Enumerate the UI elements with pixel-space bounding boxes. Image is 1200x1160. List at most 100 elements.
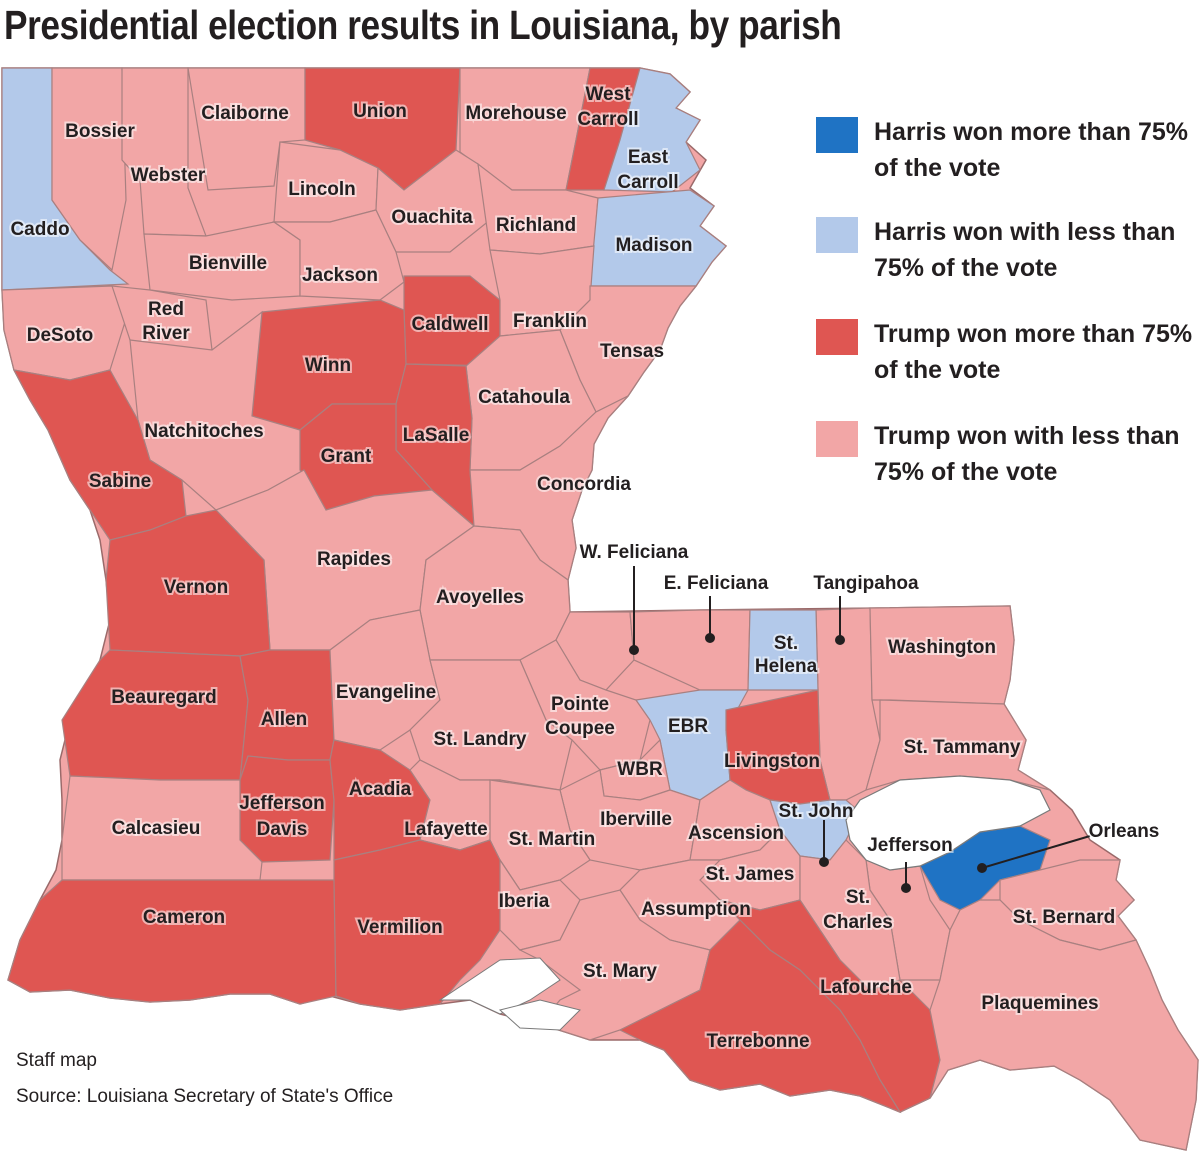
parish-plaquemines — [929, 899, 1199, 1151]
parish-label-vernon: Vernon — [164, 577, 228, 598]
parish-label-st-john: St. John — [779, 801, 854, 822]
parish-label-red-river: Red — [148, 299, 184, 320]
parish-label-concordia: Concordia — [537, 474, 631, 495]
parish-calcasieu — [61, 775, 263, 881]
legend-swatch — [816, 117, 858, 153]
parish-label-cameron: Cameron — [143, 907, 225, 928]
parish-label-east-carroll: East — [628, 147, 669, 168]
parish-label-richland: Richland — [496, 215, 576, 236]
parish-label-lincoln: Lincoln — [288, 179, 356, 200]
parish-label-st-bernard: St. Bernard — [1013, 907, 1115, 928]
parish-label-natchitoches: Natchitoches — [144, 421, 263, 442]
parish-label-st-mary: St. Mary — [583, 961, 657, 982]
parish-label-lafourche: Lafourche — [820, 977, 912, 998]
parish-label-st-landry: St. Landry — [434, 729, 527, 750]
legend-swatch — [816, 217, 858, 253]
parish-label-orleans: Orleans — [1089, 821, 1160, 842]
parish-label-jefferson-davis: Davis — [257, 819, 308, 840]
parish-label-beauregard: Beauregard — [111, 687, 217, 708]
parish-label-east-carroll: Carroll — [617, 172, 678, 193]
parish-label-st-martin: St. Martin — [509, 829, 596, 850]
coastal-water — [498, 999, 581, 1031]
parish-label-claiborne: Claiborne — [201, 103, 289, 124]
parish-label-franklin: Franklin — [513, 311, 587, 332]
parish-label-caddo: Caddo — [10, 219, 69, 240]
parish-label-ascension: Ascension — [688, 823, 784, 844]
parish-label-acadia: Acadia — [349, 779, 412, 800]
parish-label-rapides: Rapides — [317, 549, 391, 570]
parish-label-livingston: Livingston — [724, 751, 820, 772]
parish-label-union: Union — [353, 101, 407, 122]
parish-label-west-carroll: West — [585, 84, 631, 105]
parish-label-sabine: Sabine — [89, 471, 151, 492]
parish-label-lafayette: Lafayette — [404, 819, 487, 840]
parish-east-carroll — [603, 67, 701, 193]
parish-terrebonne — [618, 919, 902, 1114]
parish-label-vermilion: Vermilion — [357, 917, 443, 938]
parish-label-st-helena: Helena — [755, 656, 818, 677]
parish-label-plaquemines: Plaquemines — [981, 993, 1098, 1014]
legend-item-harris-over-75: Harris won more than 75% of the vote — [816, 114, 1196, 194]
leader-lines — [629, 566, 1091, 893]
parish-label-st-charles: St. — [846, 887, 870, 908]
lake-pontchartrain — [845, 775, 1051, 871]
parish-label-tangipahoa: Tangipahoa — [813, 573, 919, 594]
parish-label-st-helena: St. — [774, 633, 798, 654]
legend-label: Harris won with less than 75% of the vot… — [874, 218, 1176, 282]
parish-label-st-tammany: St. Tammany — [904, 737, 1021, 758]
parish-label-terrebonne: Terrebonne — [706, 1031, 809, 1052]
parish-label-evangeline: Evangeline — [336, 682, 436, 703]
parish-label-avoyelles: Avoyelles — [436, 587, 524, 608]
legend-label: Trump won more than 75% of the vote — [874, 320, 1193, 384]
parish-label-pointe-coupee: Pointe — [551, 694, 609, 715]
parish-label-allen: Allen — [261, 709, 307, 730]
parish-label-jefferson: Jefferson — [867, 835, 953, 856]
legend-item-harris-under-75: Harris won with less than 75% of the vot… — [816, 214, 1196, 294]
legend-item-trump-under-75: Trump won with less than 75% of the vote — [816, 418, 1196, 498]
parish-label-bienville: Bienville — [189, 253, 267, 274]
legend-label: Trump won with less than 75% of the vote — [874, 422, 1180, 486]
parish-label-iberville: Iberville — [600, 809, 672, 830]
parish-label-west-carroll: Carroll — [577, 109, 638, 130]
parish-label-madison: Madison — [615, 235, 692, 256]
parish-label-catahoula: Catahoula — [478, 387, 570, 408]
parish-concordia — [469, 395, 629, 582]
parish-label-jefferson-davis: Jefferson — [239, 793, 325, 814]
parish-label-morehouse: Morehouse — [465, 103, 566, 124]
parish-label-webster: Webster — [131, 165, 206, 186]
staff-credit: Staff map — [16, 1050, 97, 1071]
parish-label-jackson: Jackson — [302, 265, 378, 286]
legend-item-trump-over-75: Trump won more than 75% of the vote — [816, 316, 1196, 396]
parish-label-iberia: Iberia — [499, 891, 550, 912]
legend-label: Harris won more than 75% of the vote — [874, 118, 1188, 182]
parish-label-calcasieu: Calcasieu — [112, 818, 201, 839]
legend-swatch — [816, 421, 858, 457]
parish-label-w-feliciana: W. Feliciana — [580, 542, 689, 563]
parish-label-desoto: DeSoto — [27, 325, 94, 346]
parish-label-ebr: EBR — [668, 716, 708, 737]
parish-cameron — [7, 879, 337, 1005]
source-credit: Source: Louisiana Secretary of State's O… — [16, 1086, 394, 1107]
parish-label-e-feliciana: E. Feliciana — [664, 573, 769, 594]
parish-label-washington: Washington — [888, 637, 996, 658]
parish-label-st-charles: Charles — [823, 912, 893, 933]
parish-label-tensas: Tensas — [600, 341, 664, 362]
parish-label-pointe-coupee: Coupee — [545, 718, 615, 739]
parish-washington — [869, 605, 1015, 705]
parish-beauregard — [61, 649, 249, 781]
parish-label-winn: Winn — [305, 355, 351, 376]
parish-label-wbr: WBR — [617, 759, 663, 780]
parish-label-assumption: Assumption — [641, 899, 751, 920]
parish-vernon — [105, 509, 271, 657]
page-title: Presidential election results in Louisia… — [4, 2, 842, 48]
parish-label-grant: Grant — [321, 446, 372, 467]
parish-label-caldwell: Caldwell — [411, 314, 488, 335]
legend-swatch — [816, 319, 858, 355]
parish-vermilion — [333, 839, 521, 1011]
parish-label-red-river: River — [142, 323, 190, 344]
parish-label-ouachita: Ouachita — [391, 207, 473, 228]
parish-label-st-james: St. James — [706, 864, 795, 885]
parish-label-bossier: Bossier — [65, 121, 135, 142]
parish-label-lasalle: LaSalle — [403, 425, 470, 446]
